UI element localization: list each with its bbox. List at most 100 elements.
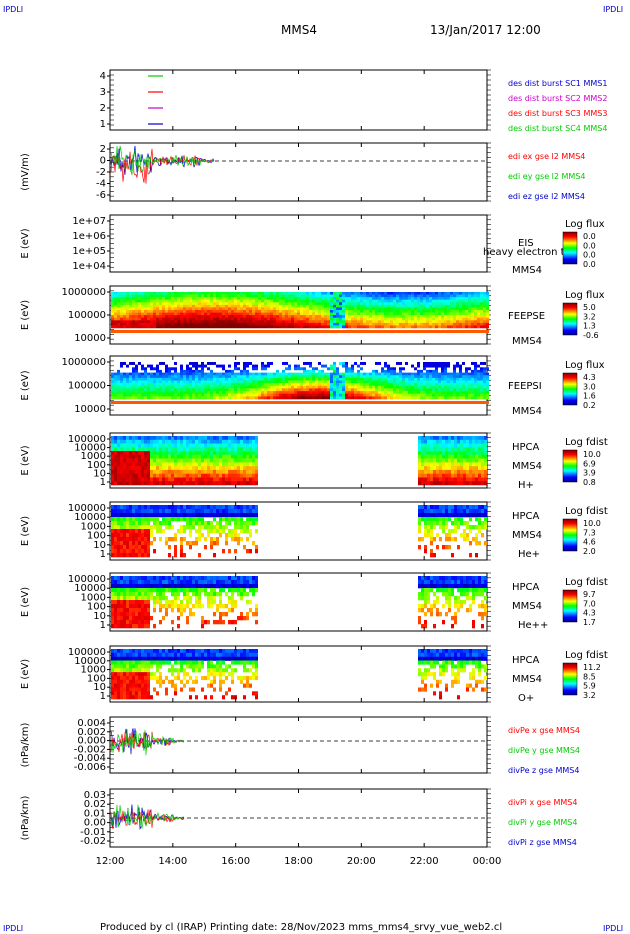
heat-cell bbox=[258, 312, 261, 316]
heat-cell bbox=[312, 369, 315, 373]
heat-cell bbox=[144, 541, 147, 546]
heat-cell bbox=[165, 393, 168, 397]
heat-cell bbox=[279, 315, 282, 318]
heat-cell bbox=[183, 451, 186, 456]
heat-cell bbox=[159, 439, 162, 444]
heat-cell bbox=[432, 312, 435, 316]
heat-cell bbox=[114, 320, 117, 324]
heat-cell bbox=[390, 377, 393, 381]
heat-cell bbox=[195, 391, 198, 395]
heat-cell bbox=[195, 317, 198, 321]
heat-cell bbox=[138, 529, 141, 534]
heat-cell bbox=[204, 473, 207, 478]
heat-cell bbox=[435, 317, 438, 321]
heat-cell bbox=[132, 537, 135, 542]
heat-cell bbox=[225, 401, 228, 404]
heat-cell bbox=[123, 302, 126, 306]
heat-cell bbox=[459, 330, 462, 333]
heat-cell bbox=[333, 391, 336, 395]
heat-cell bbox=[207, 299, 210, 303]
heat-cell bbox=[279, 388, 282, 392]
heat-cell bbox=[141, 481, 144, 486]
heat-cell bbox=[144, 388, 147, 392]
heat-cell bbox=[180, 391, 183, 395]
heat-cell bbox=[321, 375, 324, 379]
heat-cell bbox=[447, 317, 450, 321]
heat-cell bbox=[453, 369, 456, 373]
heat-cell bbox=[213, 469, 216, 474]
heat-cell bbox=[430, 466, 433, 471]
heat-cell bbox=[468, 299, 471, 303]
heat-cell bbox=[147, 317, 150, 321]
heat-cell bbox=[111, 549, 114, 554]
heat-cell bbox=[306, 372, 309, 376]
heat-cell bbox=[303, 377, 306, 381]
heat-cell bbox=[237, 312, 240, 316]
heat-cell bbox=[135, 553, 138, 558]
heat-cell bbox=[297, 299, 300, 303]
heat-cell bbox=[477, 292, 480, 295]
heat-cell bbox=[448, 466, 451, 471]
heat-cell bbox=[150, 367, 153, 371]
heat-cell bbox=[132, 312, 135, 316]
heat-cell bbox=[429, 375, 432, 379]
heat-cell bbox=[198, 436, 201, 441]
heat-cell bbox=[294, 297, 297, 300]
y-tick-label: 4 bbox=[100, 71, 106, 82]
heat-cell bbox=[120, 537, 123, 542]
heat-cell bbox=[454, 436, 457, 441]
heat-cell bbox=[120, 436, 123, 441]
heat-cell bbox=[237, 317, 240, 321]
heat-cell bbox=[180, 451, 183, 456]
heat-cell bbox=[402, 388, 405, 392]
heat-cell bbox=[168, 325, 171, 329]
legend-entry: edi ez gse l2 MMS4 bbox=[508, 192, 585, 201]
heat-cell bbox=[126, 330, 129, 333]
heat-cell bbox=[378, 375, 381, 379]
heat-cell bbox=[234, 383, 237, 387]
heat-cell bbox=[192, 317, 195, 321]
heat-cell bbox=[384, 325, 387, 329]
heat-cell bbox=[246, 310, 249, 313]
heat-cell bbox=[243, 401, 246, 404]
heat-cell bbox=[270, 396, 273, 400]
heat-cell bbox=[291, 294, 294, 298]
heat-cell bbox=[237, 362, 240, 365]
heat-cell bbox=[192, 312, 195, 316]
heat-cell bbox=[478, 469, 481, 474]
heat-cell bbox=[150, 454, 153, 459]
heat-cell bbox=[421, 458, 424, 463]
heat-cell bbox=[252, 304, 255, 308]
heat-cell bbox=[441, 391, 444, 395]
heat-cell bbox=[297, 364, 300, 368]
heat-cell bbox=[165, 372, 168, 376]
heat-cell bbox=[285, 294, 288, 298]
heat-cell bbox=[435, 385, 438, 389]
heat-cell bbox=[138, 533, 141, 538]
heat-cell bbox=[246, 377, 249, 381]
heat-cell bbox=[387, 297, 390, 300]
heat-cell bbox=[448, 447, 451, 452]
heat-cell bbox=[228, 304, 231, 308]
heat-cell bbox=[414, 297, 417, 300]
heat-cell bbox=[261, 383, 264, 387]
heat-cell bbox=[195, 383, 198, 387]
heat-cell bbox=[282, 396, 285, 400]
heat-cell bbox=[285, 304, 288, 308]
heat-cell bbox=[240, 325, 243, 329]
heat-cell bbox=[270, 312, 273, 316]
heat-cell bbox=[258, 380, 261, 384]
heat-cell bbox=[369, 325, 372, 329]
heat-cell bbox=[267, 302, 270, 306]
heat-cell bbox=[111, 310, 114, 313]
heat-cell bbox=[381, 401, 384, 404]
heat-cell bbox=[165, 388, 168, 392]
heat-cell bbox=[396, 380, 399, 384]
heat-cell bbox=[330, 320, 333, 324]
heat-cell bbox=[475, 436, 478, 441]
heat-cell bbox=[390, 380, 393, 384]
heat-cell bbox=[198, 391, 201, 395]
heat-cell bbox=[234, 299, 237, 303]
heat-cell bbox=[198, 466, 201, 471]
